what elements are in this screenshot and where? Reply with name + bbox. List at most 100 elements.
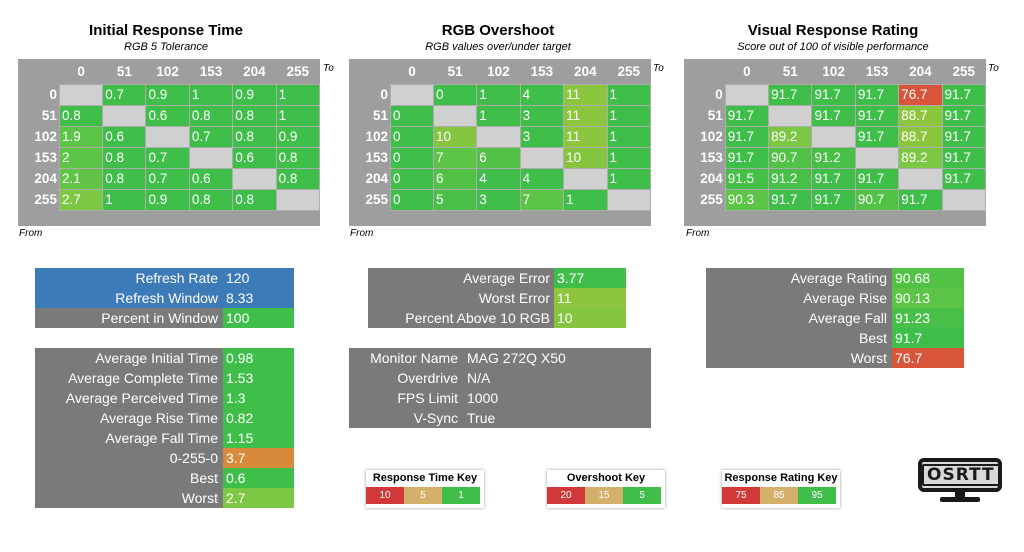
column-header: 204 (909, 63, 932, 79)
stat-label: Worst (181, 490, 218, 506)
stat-label: Worst (850, 350, 887, 366)
key-swatches: 10 5 1 (366, 487, 484, 504)
column-header: 153 (199, 63, 223, 79)
initial-response-heatmap: 0 51 102 153 204 255 0 0.7 0.9 1 0.9 1 51 0.8 0.6 0.8 0.… (18, 59, 321, 226)
key-swatches: 20 15 5 (547, 487, 665, 504)
chart-subtitle-overshoot: RGB values over/under target (425, 41, 571, 53)
key-swatch: 95 (798, 487, 836, 504)
heatmap-cell: 0.8 (102, 167, 147, 190)
rating-heatmap: 0 51 102 153 204 255 0 91.7 91.7 91.7 76.7 91.7 51 91… (684, 59, 987, 226)
row-header: 102 (365, 129, 389, 144)
row-header: 0 (49, 87, 57, 102)
stat-label: Refresh Rate (135, 270, 218, 286)
heatmap-cell: 90.3 (724, 188, 770, 211)
stat-value: 10 (554, 308, 626, 328)
heatmap-cell: 91.7 (941, 167, 987, 190)
refresh-panel: Refresh Rate 120 Refresh Window 8.33 Percent… (35, 268, 294, 328)
key-swatch: 5 (404, 487, 442, 504)
heatmap-cell: 91.7 (854, 125, 900, 148)
stat-value: N/A (467, 370, 491, 386)
stat-row: Monitor Name MAG 272Q X50 (349, 348, 651, 368)
key-title: Overshoot Key (566, 472, 646, 484)
stat-value: 1.15 (223, 428, 294, 448)
heatmap-cell: 3 (476, 188, 521, 211)
row-header: 153 (365, 150, 389, 165)
overshoot-key: Overshoot Key 20 15 5 (547, 470, 665, 508)
stat-row: Worst 2.7 (35, 488, 294, 508)
response-time-key: Response Time Key 10 5 1 (366, 470, 484, 508)
heatmap-cell: 1 (606, 83, 652, 106)
heatmap-cell: 6 (432, 167, 478, 190)
heatmap-cell: 0.6 (145, 104, 190, 127)
heatmap-cell: 1 (606, 167, 652, 190)
response-rating-key: Response Rating Key 75 85 95 (722, 470, 840, 508)
row-header: 0 (715, 87, 723, 102)
stat-value: 120 (223, 268, 294, 288)
heatmap-cell: 88.7 (898, 104, 943, 127)
stat-value: 90.68 (892, 268, 964, 288)
heatmap-cell: 0.8 (232, 188, 277, 211)
stat-label: Monitor Name (370, 350, 458, 366)
stat-value: 1.53 (223, 368, 294, 388)
stat-label: Average Rise (803, 290, 887, 306)
chart-title-overshoot: RGB Overshoot (441, 22, 555, 39)
column-header: 0 (77, 63, 85, 79)
heatmap-cell: 89.2 (768, 125, 813, 148)
heatmap-cell: 90.7 (768, 146, 813, 169)
row-header: 204 (700, 171, 723, 186)
heatmap-cell: 91.2 (768, 167, 813, 190)
row-header: 255 (365, 192, 389, 207)
heatmap-cell: 91.7 (854, 167, 900, 190)
stat-row: Worst 76.7 (706, 348, 964, 368)
osrtt-logo: OSRTT (918, 458, 1002, 492)
stat-label: FPS Limit (397, 390, 458, 406)
column-header: 204 (574, 63, 597, 79)
stat-value: 0.98 (223, 348, 294, 368)
stat-label: Average Rating (790, 270, 887, 286)
to-label: To (653, 63, 664, 74)
stat-row: Average Perceived Time 1.3 (35, 388, 294, 408)
stat-value: 90.13 (892, 288, 964, 308)
row-header: 153 (34, 150, 57, 165)
heatmap-cell: 2.7 (58, 188, 104, 211)
column-header: 102 (487, 63, 510, 79)
overshoot-heatmap: 0 51 102 153 204 255 0 0 1 4 11 1 51 0 1 3 11 1 102 0 10 3 11 1… (349, 59, 652, 226)
stat-value: 1000 (467, 390, 499, 406)
to-label: To (988, 63, 999, 74)
stat-label: Best (858, 330, 887, 346)
heatmap-cell: 0.9 (145, 188, 190, 211)
stat-label: Refresh Window (115, 290, 218, 306)
column-header: 51 (447, 63, 463, 79)
row-header: 102 (34, 129, 57, 144)
stat-label: Overdrive (397, 370, 458, 386)
heatmap-cell-empty (811, 125, 856, 148)
stat-value: 0.82 (223, 408, 294, 428)
heatmap-cell-empty (275, 188, 321, 211)
heatmap-cell: 11 (563, 83, 608, 106)
from-label: From (19, 228, 43, 239)
heatmap-cell: 1 (606, 146, 652, 169)
grid-corner (684, 59, 725, 84)
column-header: 255 (952, 63, 976, 79)
heatmap-cell: 5 (432, 188, 478, 211)
heatmap-cell-empty (232, 167, 277, 190)
key-swatch: 1 (442, 487, 480, 504)
heatmap-cell: 0.6 (188, 167, 234, 190)
stat-value: 91.7 (892, 328, 964, 348)
stat-row: 0-255-0 3.7 (35, 448, 294, 468)
heatmap-cell: 91.7 (768, 83, 813, 106)
key-swatch: 75 (722, 487, 760, 504)
key-swatch: 5 (623, 487, 661, 504)
heatmap-cell: 0.7 (188, 125, 234, 148)
heatmap-cell: 0.8 (232, 104, 277, 127)
stat-row: V-Sync True (349, 408, 651, 428)
heatmap-cell: 0.8 (58, 104, 104, 127)
heatmap-cell: 1 (476, 83, 521, 106)
heatmap-cell: 88.7 (898, 125, 943, 148)
heatmap-cell-empty (476, 125, 521, 148)
heatmap-cell: 91.7 (854, 104, 900, 127)
stat-value: 8.33 (223, 288, 294, 308)
stat-label: 0-255-0 (169, 450, 218, 466)
row-header: 0 (380, 87, 389, 102)
grid-corner (18, 59, 59, 84)
